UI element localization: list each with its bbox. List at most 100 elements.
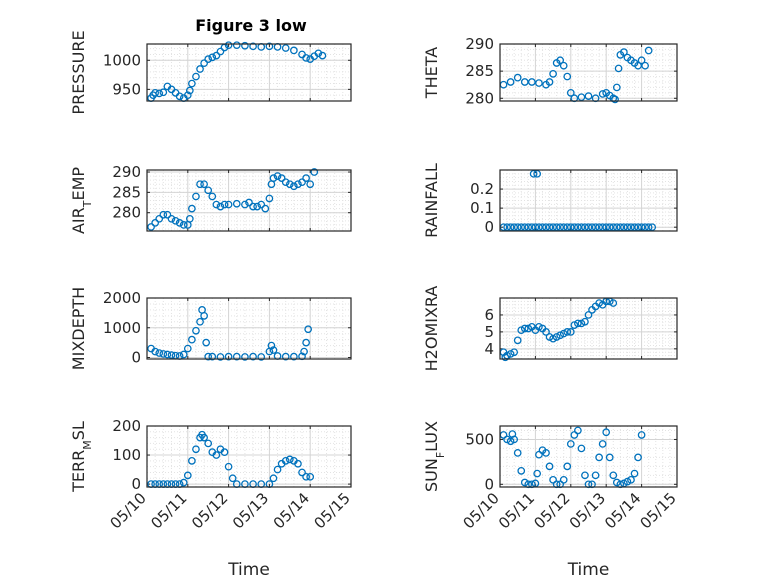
subplot-4: 00.10.2 RAINFALL	[422, 163, 678, 238]
data-point	[204, 186, 213, 195]
data-point	[163, 210, 172, 219]
data-point	[517, 467, 526, 475]
data-point	[648, 223, 657, 232]
data-point	[302, 338, 310, 347]
data-point	[302, 174, 310, 182]
data-point	[563, 462, 572, 471]
data-point	[570, 223, 579, 232]
y-axis-label: RAINFALL	[422, 163, 441, 238]
data-point	[281, 352, 290, 361]
data-point	[584, 223, 593, 232]
data-point	[232, 41, 241, 50]
data-point	[185, 86, 194, 95]
data-point	[290, 352, 298, 361]
data-point	[584, 92, 593, 100]
data-point	[294, 180, 302, 189]
axes-box	[499, 425, 678, 488]
subplot-6: 456 H2OMIXRA	[422, 286, 678, 371]
data-point	[179, 478, 188, 487]
data-point	[542, 223, 550, 232]
y-axis-label: PRESSURE	[69, 30, 88, 114]
data-point	[581, 223, 589, 232]
data-point	[612, 83, 621, 92]
data-point	[549, 70, 557, 78]
y-tick-label: 950	[112, 80, 141, 98]
y-tick-label: 100	[112, 446, 141, 464]
data-point	[294, 459, 302, 468]
data-point	[637, 56, 646, 65]
data-point	[183, 344, 192, 353]
y-tick-label: 0	[131, 349, 141, 367]
data-point	[598, 440, 607, 448]
data-point	[241, 353, 249, 361]
y-tick-label: 290	[112, 163, 141, 181]
data-point	[630, 223, 639, 232]
data-point	[542, 328, 550, 336]
data-point	[510, 348, 519, 357]
y-tick-label: 200	[112, 417, 141, 435]
data-point	[529, 169, 538, 178]
data-point	[269, 346, 278, 354]
y-tick-label: 280	[112, 204, 141, 222]
data-point	[595, 223, 603, 232]
data-point	[302, 54, 310, 62]
data-point	[641, 61, 649, 70]
data-point	[228, 474, 237, 483]
data-point	[175, 92, 184, 101]
data-point	[605, 453, 614, 462]
data-point	[627, 475, 635, 484]
axes-box	[499, 169, 678, 232]
data-point	[200, 433, 208, 442]
subplot-2: 280 285 290 THETA	[422, 35, 678, 107]
data-point	[147, 223, 155, 231]
data-point	[261, 204, 270, 213]
axes-box	[499, 43, 678, 102]
data-point	[634, 61, 642, 70]
x-axis-label: Time	[227, 560, 270, 580]
axes-box	[146, 169, 352, 232]
data-point	[513, 73, 522, 82]
data-point	[188, 457, 196, 465]
data-point	[533, 469, 542, 478]
data-point	[249, 352, 257, 361]
data-point	[581, 471, 589, 480]
data-point	[566, 89, 575, 97]
y-axis-label: MIXDEPTH	[69, 287, 88, 370]
data-point	[556, 223, 565, 232]
data-point	[208, 352, 217, 361]
data-point	[545, 223, 554, 232]
data-point	[224, 462, 233, 471]
subplot-5: 0 1000 2000 MIXDEPTH	[69, 287, 352, 370]
y-tick-label: 280	[465, 89, 494, 107]
y-tick-label: 2000	[103, 289, 141, 307]
data-point	[634, 223, 642, 232]
plot-area	[147, 426, 351, 487]
data-point	[545, 78, 554, 86]
data-point	[196, 317, 204, 326]
data-point	[212, 51, 221, 60]
data-point	[232, 199, 241, 208]
data-point	[501, 353, 510, 362]
data-point	[588, 223, 596, 232]
data-point	[510, 435, 519, 444]
y-tick-label: 1000	[103, 51, 141, 69]
data-point	[306, 180, 315, 189]
data-point	[232, 352, 241, 361]
data-point	[265, 42, 274, 51]
data-point	[591, 471, 600, 480]
x-axis-label: Time	[567, 560, 610, 580]
data-point	[528, 78, 536, 86]
data-point	[212, 451, 221, 459]
data-point	[159, 88, 168, 97]
data-point	[535, 79, 543, 87]
data-point	[584, 311, 593, 319]
data-point	[285, 180, 294, 189]
data-point	[249, 202, 257, 211]
axes-box	[146, 425, 352, 488]
data-point	[620, 48, 628, 56]
data-point	[298, 468, 306, 477]
data-point	[503, 223, 511, 232]
data-point	[609, 299, 618, 307]
data-point	[192, 192, 200, 201]
